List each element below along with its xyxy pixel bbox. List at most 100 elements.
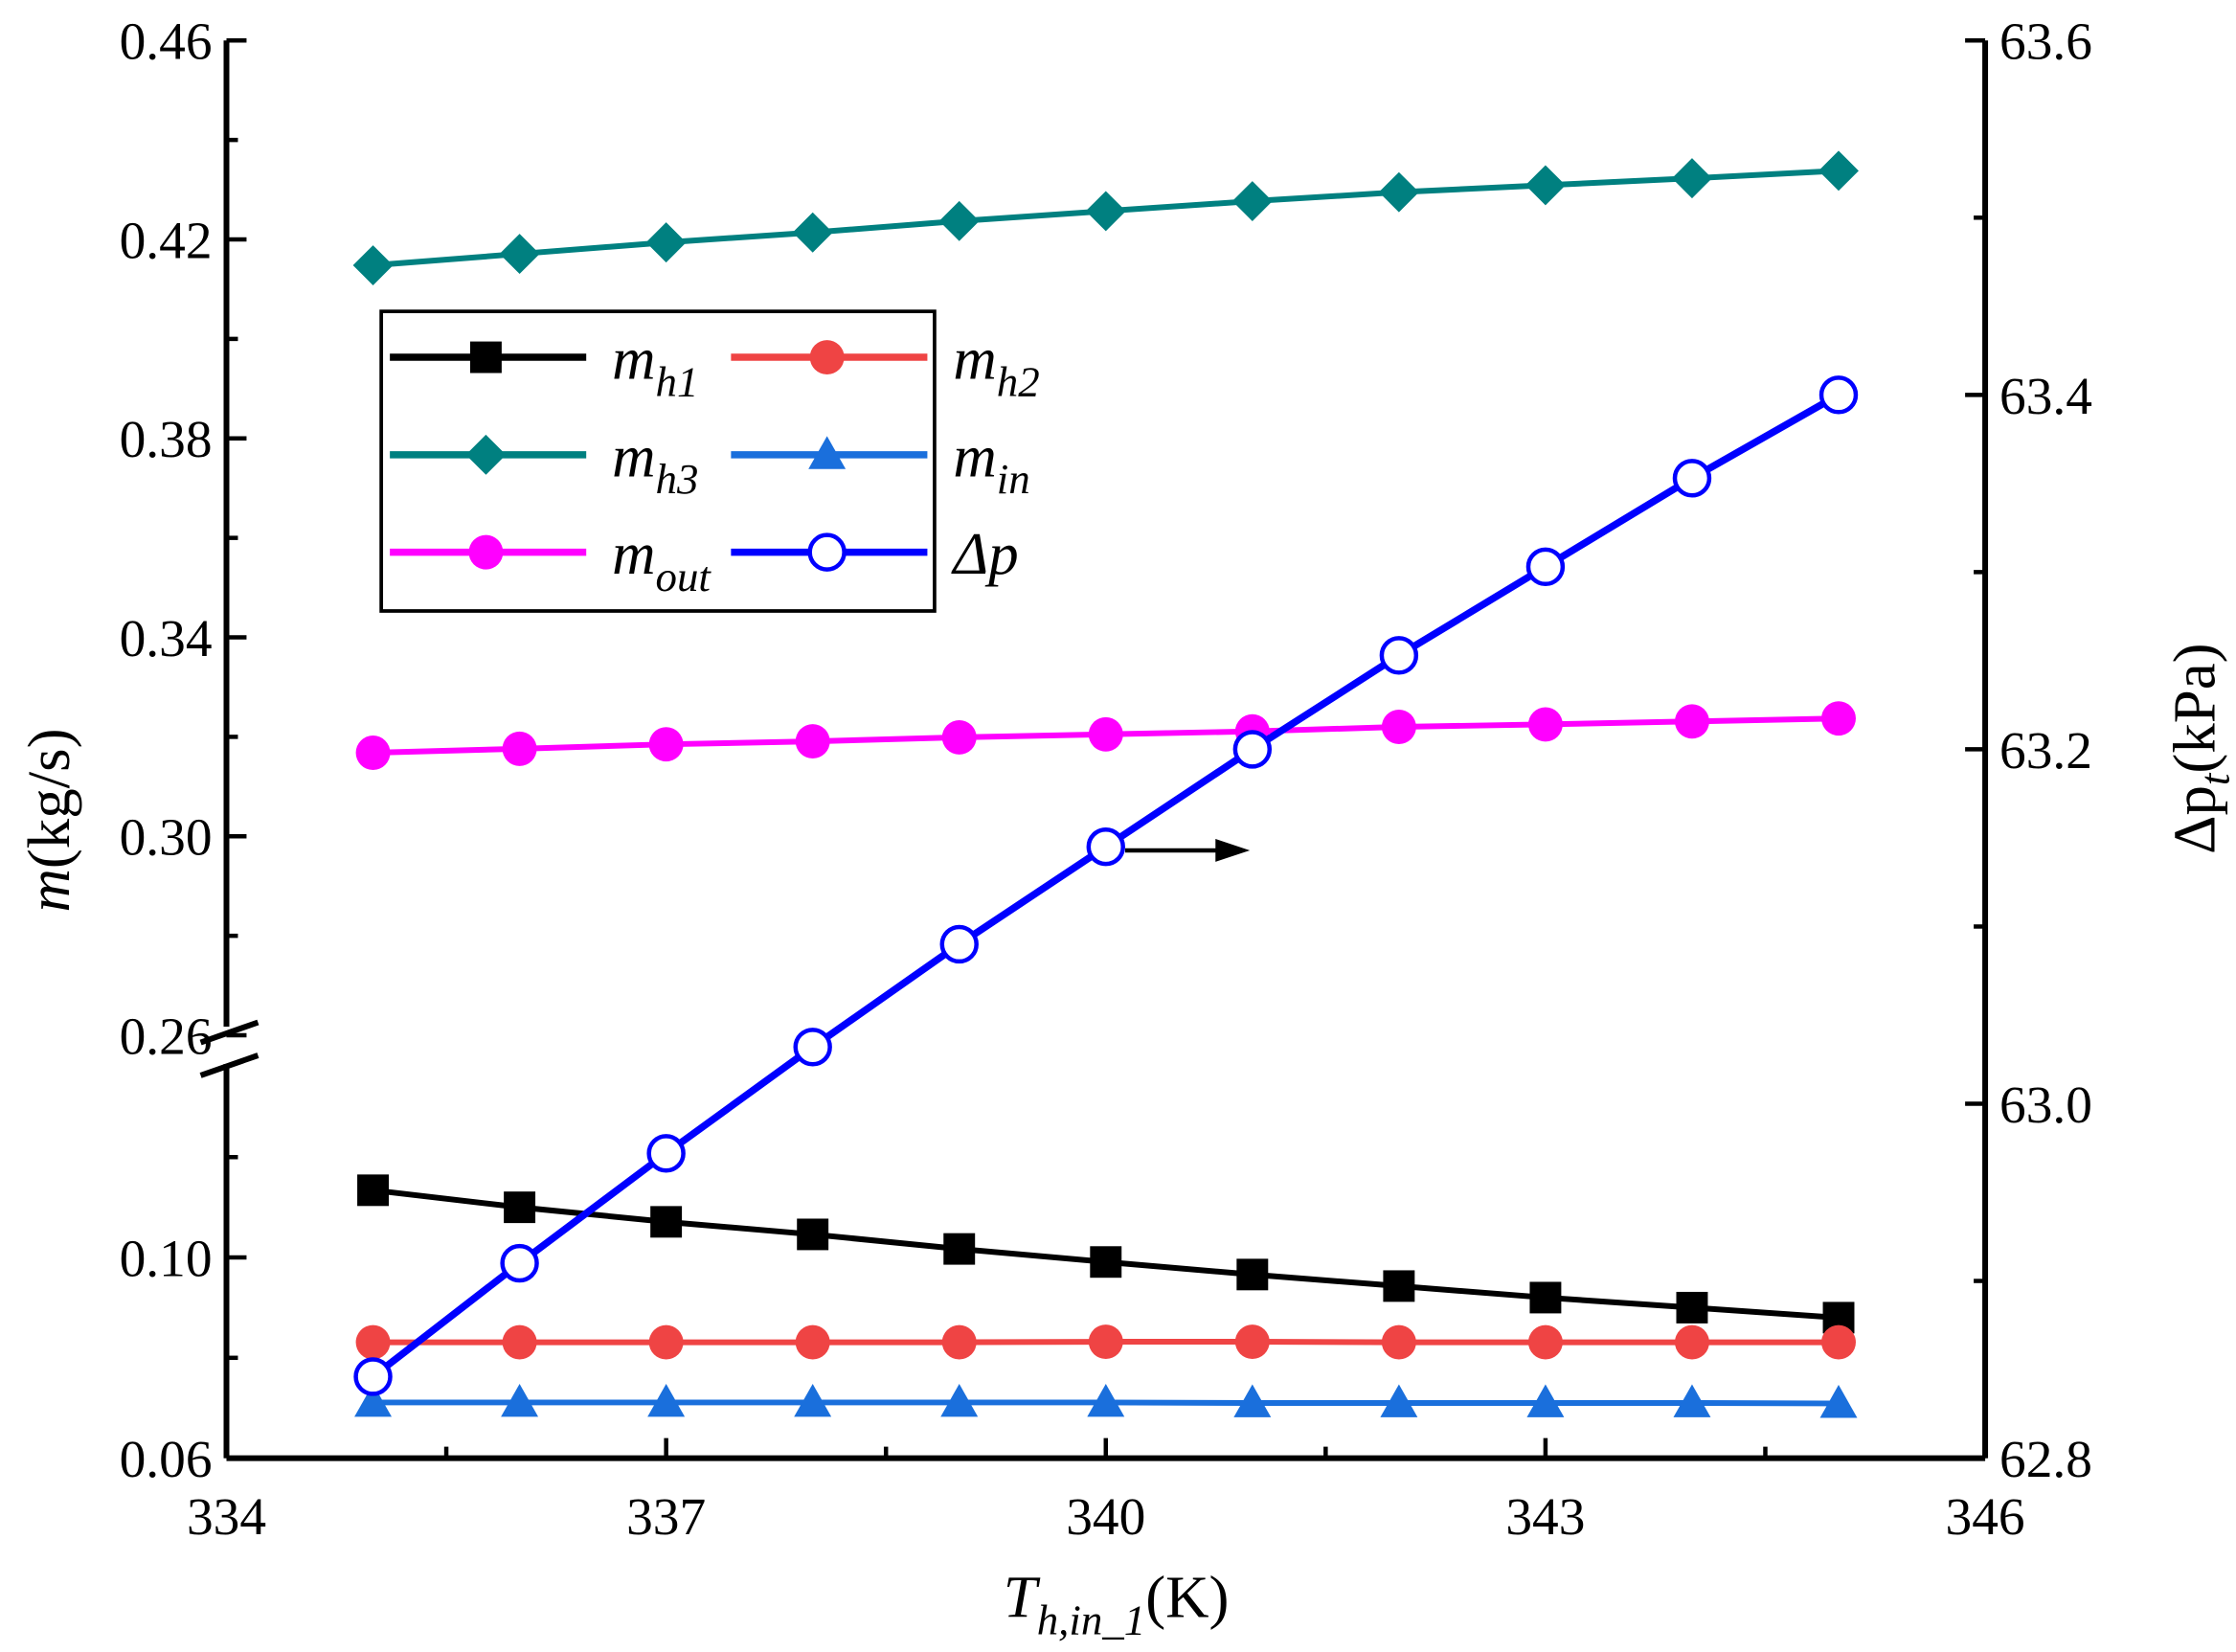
axis-break-mark <box>199 1019 260 1046</box>
data-point <box>1085 191 1126 232</box>
data-point <box>1821 701 1856 736</box>
data-point <box>1673 1384 1711 1417</box>
legend-item: mh2 <box>731 326 1040 405</box>
x-tick-label: 337 <box>626 1487 706 1546</box>
data-point <box>499 234 540 275</box>
legend-item: mh1 <box>390 326 698 406</box>
data-point <box>1527 1324 1563 1360</box>
legend-marker <box>807 532 847 572</box>
x-axis-label: Th,in_1(K) <box>1004 1564 1230 1644</box>
data-point <box>1676 1291 1708 1324</box>
y-axis-right-label: Δpt(kPa) <box>2161 643 2236 854</box>
axis-break-mark <box>199 1052 260 1078</box>
data-point <box>352 245 394 285</box>
data-point <box>646 1134 686 1173</box>
y-left-tick-label: 0.06 <box>120 1430 213 1488</box>
series-m-in <box>354 1383 1858 1418</box>
data-point <box>355 1324 391 1360</box>
x-tick-label: 340 <box>1066 1487 1145 1546</box>
data-point <box>938 200 980 241</box>
data-point <box>792 212 833 253</box>
data-point <box>1526 1384 1565 1417</box>
y-left-tick-label: 0.10 <box>120 1229 213 1287</box>
legend-marker <box>469 341 502 373</box>
legend-label: Δp <box>950 520 1018 587</box>
data-point <box>1086 826 1125 867</box>
data-point <box>502 731 537 766</box>
data-point <box>1821 1324 1856 1360</box>
series-delta-p <box>353 375 1859 1396</box>
series-m-h3 <box>352 150 1859 285</box>
data-point <box>795 1324 830 1360</box>
data-point <box>648 1324 684 1360</box>
legend-label: mh1 <box>612 326 698 406</box>
data-point <box>1088 1324 1123 1360</box>
data-point <box>940 1383 979 1417</box>
y-right-tick-label: 63.2 <box>1999 721 2092 780</box>
data-point <box>1231 181 1273 221</box>
data-point <box>1675 704 1709 739</box>
data-point <box>1234 1324 1270 1360</box>
y-left-tick-label: 0.30 <box>120 808 213 867</box>
data-point <box>939 924 979 964</box>
series-m-h2 <box>355 1324 1856 1360</box>
data-point <box>1675 1324 1709 1360</box>
data-point <box>1383 1270 1415 1302</box>
y-left-tick-label: 0.38 <box>120 410 213 468</box>
data-point <box>1232 730 1273 769</box>
y-right-tick-label: 63.4 <box>1999 367 2092 425</box>
series-m-h1 <box>357 1174 1855 1334</box>
legend-label: mout <box>612 520 711 600</box>
data-point <box>1378 171 1419 213</box>
data-point <box>502 1324 537 1360</box>
x-tick-label: 334 <box>187 1487 266 1546</box>
data-point <box>1236 1258 1269 1291</box>
data-point <box>793 1028 832 1067</box>
y-right-tick-label: 63.6 <box>1999 12 2092 71</box>
legend-item: mout <box>390 520 711 600</box>
legend-marker <box>808 436 847 469</box>
legend-label: min <box>953 422 1029 503</box>
data-point <box>500 1243 539 1283</box>
axes: 334 337 340 343 346 0.06 0.10 0.26 0.30 0.34 0.38 0… <box>120 12 2092 1546</box>
data-point <box>648 727 684 762</box>
y-left-tick-label: 0.26 <box>120 1007 213 1065</box>
data-point <box>1818 375 1859 415</box>
data-point <box>941 1324 977 1360</box>
data-point <box>1818 150 1859 192</box>
x-tick-label: 346 <box>1946 1487 2025 1546</box>
annotation-arrow <box>1124 838 1251 862</box>
data-point <box>1379 636 1419 675</box>
data-point <box>1090 1246 1122 1279</box>
data-point <box>1672 459 1712 498</box>
data-point <box>1380 1384 1418 1417</box>
y-axis-left-label: m(kg/s) <box>15 728 82 912</box>
legend-marker <box>809 340 845 375</box>
data-point <box>941 719 977 755</box>
data-point <box>943 1233 976 1265</box>
data-point <box>1527 707 1563 742</box>
y-right-tick-label: 63.0 <box>1999 1075 2092 1134</box>
y-left-tick-label: 0.34 <box>120 609 213 668</box>
x-tick-label: 343 <box>1505 1487 1585 1546</box>
legend-marker <box>468 534 504 570</box>
series-layer <box>352 150 1859 1418</box>
data-point <box>1525 165 1566 206</box>
y-left-tick-label: 0.42 <box>120 211 213 269</box>
data-point <box>1819 1385 1858 1418</box>
data-point <box>650 1206 683 1238</box>
data-point <box>794 1383 832 1417</box>
data-point <box>1672 158 1712 199</box>
data-point <box>645 222 687 263</box>
arrow-head-icon <box>1215 838 1251 862</box>
series-m-out <box>355 701 1856 770</box>
data-point <box>353 1357 393 1396</box>
data-point <box>355 735 391 770</box>
data-point <box>647 1383 686 1417</box>
data-point <box>1381 1324 1416 1360</box>
data-point <box>1381 710 1416 744</box>
y-left-tick-label: 0.46 <box>120 12 213 71</box>
data-point <box>504 1191 536 1224</box>
y-right-tick-label: 62.8 <box>1999 1430 2092 1488</box>
